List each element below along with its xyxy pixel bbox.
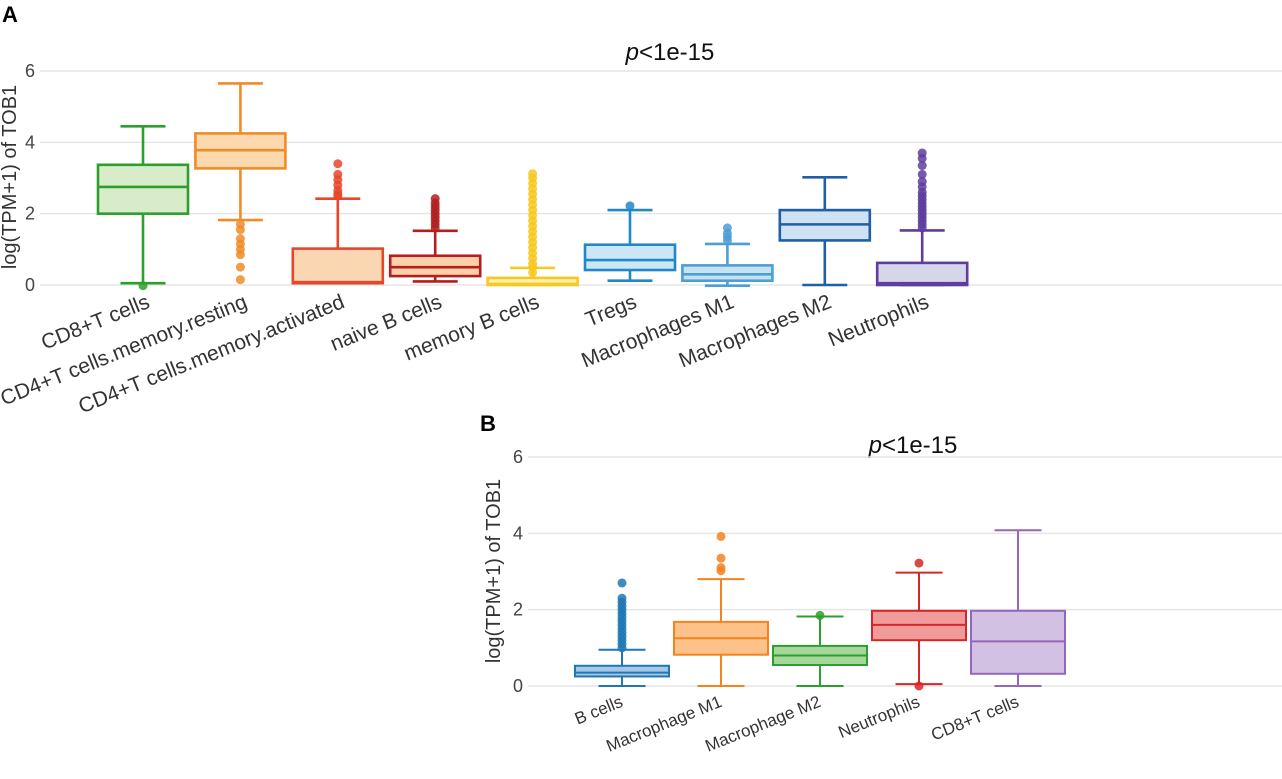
panel-a-box-macrophages-m1: [681, 223, 774, 288]
box-outlier-point: [917, 161, 927, 171]
panel-a-xtick-label: Tregs: [582, 290, 640, 331]
panel-a-ytick-label: 6: [25, 61, 35, 81]
panel-b-box-macrophage-m1: [673, 531, 769, 687]
panel-b-box-b-cells: [574, 578, 670, 687]
panel-b-grid: 0 2 4 6: [513, 447, 1282, 696]
panel-b-title-p: p: [868, 432, 882, 459]
box-outlier-point: [430, 194, 440, 204]
box-outlier-point: [917, 177, 927, 187]
panel-b-letter: B: [480, 411, 496, 436]
panel-a-title: p<1e-15: [625, 39, 715, 66]
box-iqr: [583, 243, 677, 272]
box-outlier-point: [917, 148, 927, 158]
panel-b-ytick-label: 2: [513, 600, 523, 620]
box-outlier-point: [138, 281, 148, 291]
panel-b-title: p<1e-15: [868, 432, 958, 459]
box-outlier-point: [235, 275, 245, 285]
panel-b-ytick-label: 0: [513, 676, 523, 696]
box-outlier-point: [914, 558, 924, 568]
box-outlier-point: [716, 563, 726, 573]
box-outlier-point: [617, 593, 627, 603]
panel-a-xtick-label: Neutrophils: [825, 290, 932, 351]
box-iqr: [291, 247, 385, 285]
panel-b-box-neutrophils: [871, 558, 967, 691]
panel-a-box-tregs: [583, 201, 677, 283]
box-outlier-point: [722, 223, 732, 233]
panel-a-boxes: [96, 82, 969, 291]
box-outlier-point: [917, 169, 927, 179]
box-outlier-point: [914, 681, 924, 691]
panel-a-ylabel: log(TPM+1) of TOB1: [0, 85, 21, 269]
box-outlier-point: [235, 234, 245, 244]
panel-a-chart: p<1e-15 log(TPM+1) of TOB1 0 2 4 6 CD8+T ce…: [0, 39, 1282, 418]
box-outlier-point: [617, 578, 627, 588]
panel-b-boxes: [574, 529, 1066, 691]
box-outlier-point: [716, 531, 726, 541]
panel-a-letter: A: [2, 2, 18, 27]
panel-a-ytick-label: 2: [25, 204, 35, 224]
box-iqr: [875, 261, 969, 287]
panel-b-xtick-label: CD8+T cells: [928, 692, 1021, 744]
panel-b-xtick-label: B cells: [572, 692, 626, 728]
panel-b-box-cd8-t-cells: [970, 529, 1066, 687]
box-outlier-point: [235, 219, 245, 229]
panel-b-chart: p<1e-15 log(TPM+1) of TOB1 0 2 4 6 B cellsM…: [483, 432, 1282, 756]
box-outlier-point: [333, 159, 343, 169]
panel-a-box-macrophages-m2: [778, 175, 872, 287]
box-outlier-point: [716, 553, 726, 563]
panel-b-box-macrophage-m2: [772, 610, 868, 687]
panel-a-box-cd4-t-cells-memory-activated: [291, 159, 385, 285]
panel-a-box-cd8-t-cells: [96, 124, 190, 291]
box-outlier-point: [333, 169, 343, 179]
panel-b-ytick-label: 6: [513, 447, 523, 467]
box-outlier-point: [528, 169, 538, 179]
panel-a-ytick-label: 4: [25, 132, 35, 152]
panel-a-box-neutrophils: [875, 148, 969, 287]
panel-b-ytick-label: 4: [513, 523, 523, 543]
box-iqr: [574, 664, 670, 678]
panel-a-box-memory-b-cells: [486, 169, 579, 287]
panel-a-box-cd4-t-cells-memory-resting: [194, 82, 287, 285]
panel-a-ytick-label: 0: [25, 275, 35, 295]
panel-b-title-rest: <1e-15: [882, 432, 957, 459]
panel-b-xtick-label: Neutrophils: [836, 692, 923, 742]
box-iqr: [96, 163, 190, 215]
box-outlier-point: [815, 610, 825, 620]
panel-a-grid: 0 2 4 6: [25, 61, 1282, 295]
box-outlier-point: [625, 201, 635, 211]
panel-a-title-p: p: [625, 39, 639, 66]
panel-b-ylabel: log(TPM+1) of TOB1: [483, 479, 505, 663]
panel-a-box-naive-b-cells: [388, 194, 482, 283]
box-outlier-point: [235, 262, 245, 272]
panel-a-title-rest: <1e-15: [639, 39, 714, 66]
